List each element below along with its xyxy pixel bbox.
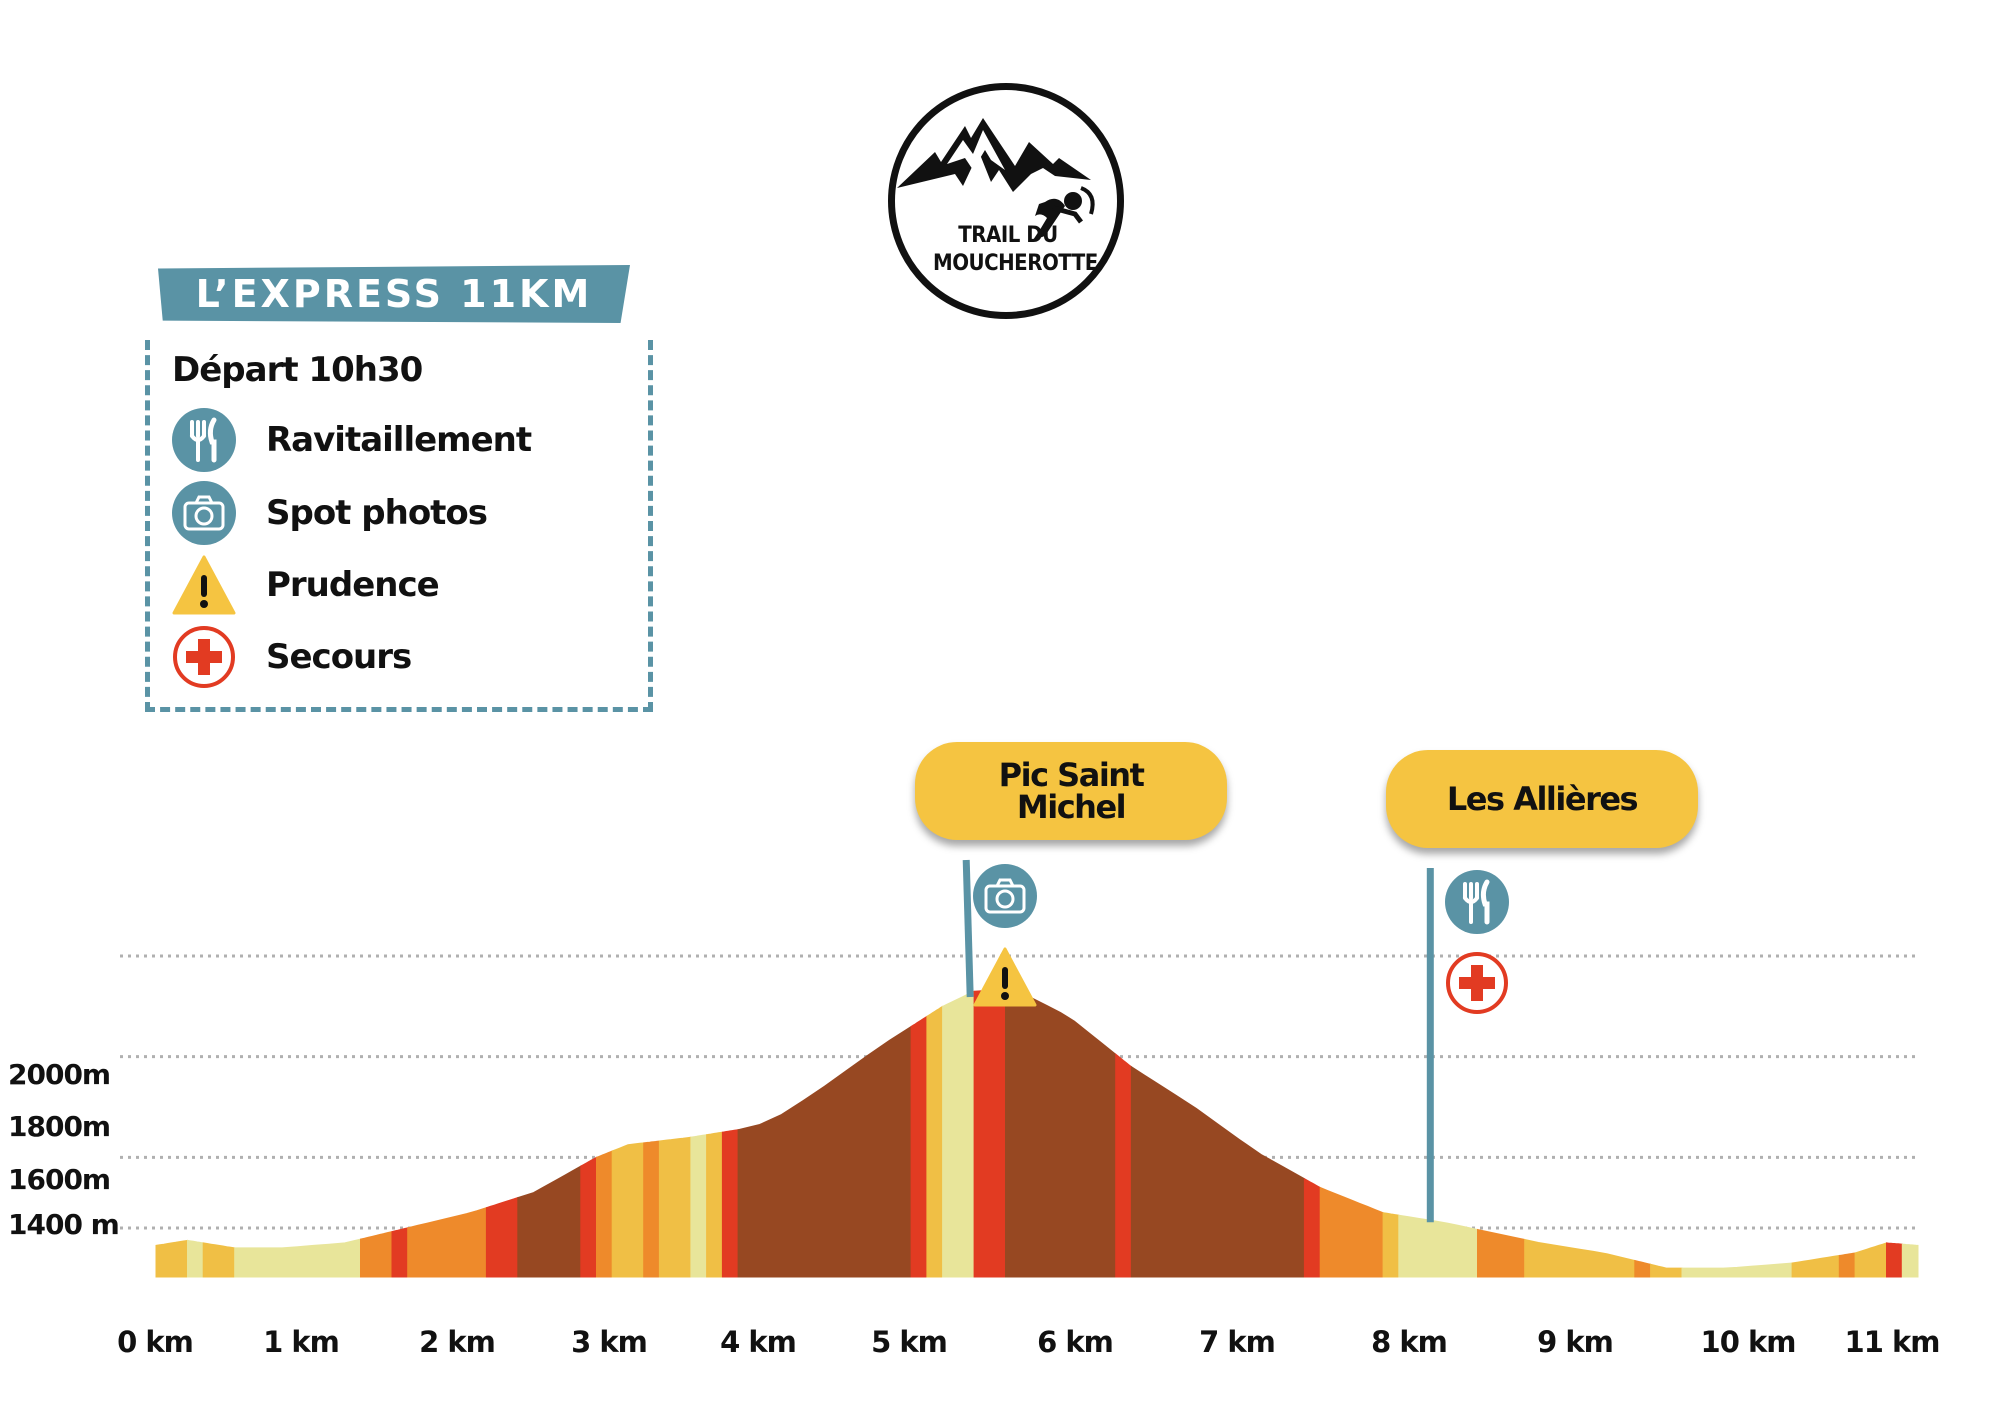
elevation-segment-long [1005, 988, 1117, 1278]
trail-logo: TRAIL DU MOUCHEROTTE [888, 83, 1124, 319]
y-tick-label: 1800m [8, 1110, 111, 1143]
elevation-segment-light [202, 1242, 236, 1278]
legend-item-ravitaillement: Ravitaillement [172, 408, 532, 472]
annotation-poles [962, 859, 1434, 1223]
legend-item-prudence: Prudence [172, 553, 440, 617]
elevation-segment-light [611, 1142, 645, 1278]
elevation-segment-flat [1901, 1243, 1919, 1278]
callout-line: Les Allières [1446, 780, 1639, 818]
callout-pic-saint-michel: Pic Saint Michel [915, 742, 1227, 840]
elevation-segment-flat [234, 1238, 361, 1278]
elevation-segment-flat [1681, 1262, 1793, 1278]
elevation-segment-light [1524, 1238, 1636, 1278]
x-tick-label: 11 km [1844, 1325, 1941, 1359]
elevation-segment-steep [721, 1129, 739, 1278]
first-aid-icon [172, 625, 236, 689]
elevation-segment-light [658, 1136, 692, 1278]
race-title: L’EXPRESS 11KM [195, 272, 593, 316]
x-tick-label: 0 km [117, 1325, 194, 1359]
logo-line-2: MOUCHEROTTE [933, 251, 1098, 276]
elevation-segment-moderate [1319, 1186, 1384, 1278]
elevation-segment-light [706, 1131, 723, 1278]
legend-label: Ravitaillement [266, 420, 532, 460]
x-tick-label: 10 km [1700, 1325, 1797, 1359]
callout-les-allieres: Les Allières [1386, 750, 1698, 848]
elevation-segment-steep [1886, 1242, 1903, 1278]
elevation-segment-light [1791, 1254, 1840, 1278]
x-tick-label: 2 km [419, 1325, 496, 1359]
elevation-segment-flat [942, 990, 975, 1278]
elevation-segment-flat [1398, 1214, 1478, 1278]
elevation-segment-moderate [596, 1150, 613, 1278]
annotation-pole [962, 859, 974, 998]
elevation-segment-steep [391, 1227, 409, 1278]
x-tick-label: 5 km [871, 1325, 948, 1359]
elevation-segment-light [1650, 1263, 1683, 1278]
legend-label: Prudence [266, 565, 440, 605]
callout-line: Michel [1016, 788, 1127, 826]
camera-icon [172, 481, 236, 545]
callout-line: Pic Saint [998, 756, 1145, 794]
elevation-segment-moderate [643, 1140, 660, 1278]
elevation-segment-moderate [1634, 1259, 1652, 1278]
y-tick-label: 1400 m [8, 1208, 120, 1241]
warning-icon [172, 553, 236, 617]
elevation-segment-steep [910, 1015, 928, 1278]
legend-label: Spot photos [266, 493, 488, 533]
legend-box [145, 340, 653, 712]
elevation-segment-flat [690, 1134, 708, 1278]
elevation-segment-moderate [1477, 1228, 1526, 1278]
elevation-segment-light [1382, 1212, 1400, 1278]
elevation-segment-steep [1115, 1053, 1132, 1278]
legend-item-spot-photos: Spot photos [172, 481, 488, 545]
warning-icon [973, 945, 1037, 1009]
elevation-segment-light [155, 1239, 188, 1278]
elevation-segment-light [1854, 1242, 1887, 1278]
x-tick-label: 7 km [1199, 1325, 1276, 1359]
logo-line-1: TRAIL DU [958, 223, 1058, 248]
legend-item-secours: Secours [172, 625, 412, 689]
x-tick-label: 1 km [263, 1325, 340, 1359]
elevation-segment-steep [485, 1196, 519, 1278]
x-tick-label: 4 km [720, 1325, 797, 1359]
mountain-runner-icon [897, 118, 1095, 240]
elevation-segment-moderate [1838, 1252, 1856, 1278]
elevation-segment-long [517, 1165, 582, 1278]
x-tick-label: 9 km [1537, 1325, 1614, 1359]
elevation-segment-light [926, 1005, 944, 1278]
title-banner [158, 265, 630, 323]
elevation-segment-moderate [360, 1230, 393, 1278]
start-time: Départ 10h30 [172, 350, 423, 390]
elevation-segment-long [1130, 1065, 1305, 1278]
fork-knife-icon [1445, 870, 1509, 934]
elevation-segment-steep [580, 1156, 597, 1278]
elevation-segment-steep [1303, 1177, 1321, 1278]
elevation-segment-flat [187, 1239, 204, 1278]
x-tick-label: 8 km [1371, 1325, 1448, 1359]
first-aid-icon [1445, 951, 1509, 1015]
fork-knife-icon [172, 408, 236, 472]
x-tick-label: 3 km [571, 1325, 648, 1359]
legend-label: Secours [266, 637, 412, 677]
elevation-segments [155, 988, 1919, 1278]
y-tick-label: 2000m [8, 1058, 111, 1091]
elevation-segment-long [737, 1025, 912, 1278]
camera-icon [973, 864, 1037, 928]
x-tick-label: 6 km [1037, 1325, 1114, 1359]
elevation-segment-steep [973, 988, 1006, 1278]
elevation-segment-moderate [407, 1207, 487, 1278]
y-tick-label: 1600m [8, 1163, 111, 1196]
